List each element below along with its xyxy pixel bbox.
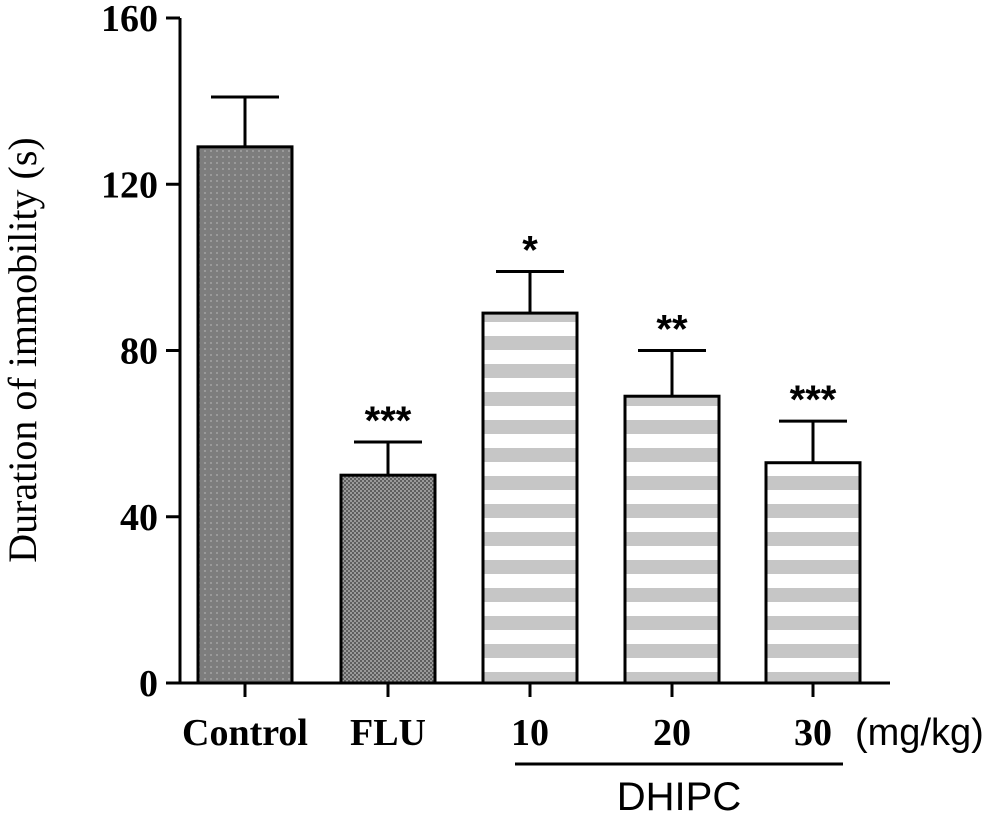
y-tick-label-80: 80: [120, 331, 158, 373]
unit-label: (mg/kg): [855, 712, 984, 754]
bar-30: [764, 461, 862, 685]
y-axis-ticks: 0 40 80 120 160: [101, 0, 180, 705]
group-label: DHIPC: [617, 775, 741, 813]
bar-10: [481, 311, 579, 685]
y-tick-label-40: 40: [120, 497, 158, 539]
bar-FLU: [339, 473, 437, 685]
x-tick-label-30: 30: [794, 712, 832, 754]
x-tick-label-10: 10: [511, 712, 549, 754]
bar-20: [623, 394, 721, 685]
significance-marker-20: **: [656, 308, 688, 352]
bars: *********: [196, 95, 862, 685]
significance-marker-FLU: ***: [365, 399, 412, 443]
x-tick-label-FLU: FLU: [350, 712, 426, 754]
y-tick-label-160: 160: [101, 0, 158, 40]
x-tick-label-20: 20: [653, 712, 691, 754]
bar-Control: [196, 145, 294, 685]
x-axis-ticks: Control FLU 10 20 30: [182, 683, 832, 754]
significance-marker-30: ***: [790, 378, 837, 422]
significance-marker-10: *: [522, 229, 538, 273]
y-tick-label-120: 120: [101, 164, 158, 206]
y-tick-label-0: 0: [139, 663, 158, 705]
x-tick-label-Control: Control: [182, 712, 308, 754]
y-axis-title: Duration of immobility (s): [0, 137, 45, 563]
